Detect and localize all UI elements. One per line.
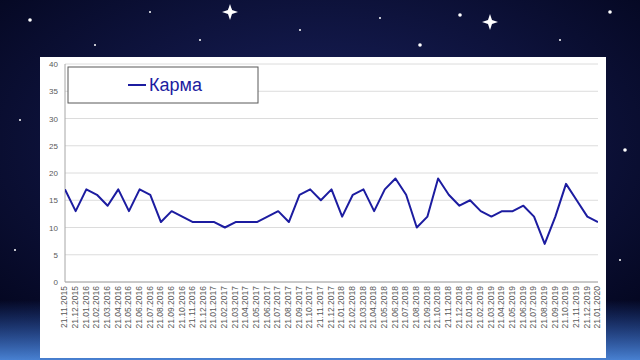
y-tick-label: 15 — [49, 196, 58, 205]
x-tick-label: 21.01.2019 — [464, 286, 474, 329]
background — [0, 0, 640, 360]
chart: 051015202530354021.11.201521.12.201521.0… — [0, 0, 640, 360]
x-tick-label: 21.11.2016 — [187, 286, 197, 328]
x-tick-label: 21.01.2017 — [208, 286, 218, 329]
y-tick-label: 35 — [49, 87, 58, 96]
x-tick-label: 21.05.2019 — [507, 286, 517, 329]
y-axis — [65, 64, 66, 282]
x-tick-label: 21.12.2016 — [198, 286, 208, 329]
y-tick-label: 30 — [49, 115, 58, 124]
x-tick-label: 21.08.2016 — [155, 286, 165, 329]
star — [28, 18, 32, 22]
star — [222, 4, 238, 20]
x-tick-label: 21.04.2018 — [368, 286, 378, 329]
x-tick-label: 21.01.2016 — [81, 286, 91, 329]
x-tick-label: 21.03.2019 — [486, 286, 496, 329]
x-tick-label: 21.08.2017 — [283, 286, 293, 329]
star — [559, 39, 561, 41]
legend-swatch — [128, 84, 146, 86]
x-tick-label: 21.07.2017 — [272, 286, 282, 329]
grid-line — [65, 227, 598, 228]
x-tick-label: 21.01.2020 — [592, 286, 602, 329]
x-tick-label: 21.10.2017 — [304, 286, 314, 329]
x-tick-label: 21.07.2018 — [400, 286, 410, 329]
y-tick-label: 40 — [49, 60, 58, 69]
series-line — [65, 178, 598, 243]
x-tick-label: 21.06.2019 — [518, 286, 528, 329]
root: 051015202530354021.11.201521.12.201521.0… — [0, 0, 640, 360]
x-tick-label: 21.10.2016 — [177, 286, 187, 329]
star — [94, 44, 96, 46]
x-tick-label: 21.12.2017 — [326, 286, 336, 329]
star — [608, 10, 612, 14]
grid-line — [65, 173, 598, 174]
x-tick-label: 21.09.2018 — [422, 286, 432, 329]
legend-label: Карма — [149, 75, 203, 95]
panel — [40, 57, 606, 358]
x-tick-label: 21.01.2018 — [336, 286, 346, 329]
star — [299, 29, 301, 31]
x-tick-label: 21.05.2016 — [123, 286, 133, 329]
x-tick-label: 21.11.2015 — [59, 286, 69, 328]
x-axis — [65, 282, 598, 283]
y-tick-label: 5 — [54, 251, 59, 260]
y-tick-label: 25 — [49, 142, 58, 151]
plot-area — [65, 178, 598, 243]
x-tick-label: 21.08.2019 — [539, 286, 549, 329]
legend-box — [68, 67, 258, 103]
star — [458, 13, 462, 17]
x-tick-label: 21.11.2019 — [571, 286, 581, 328]
x-tick-label: 21.06.2018 — [390, 286, 400, 329]
y-tick-label: 0 — [54, 278, 59, 287]
x-tick-label: 21.06.2017 — [262, 286, 272, 329]
star — [379, 17, 381, 19]
x-tick-label: 21.09.2016 — [166, 286, 176, 329]
x-tick-label: 21.10.2018 — [432, 286, 442, 329]
x-tick-label: 21.07.2019 — [528, 286, 538, 329]
star — [482, 14, 498, 30]
x-tick-label: 21.11.2018 — [443, 286, 453, 328]
x-tick-label: 21.12.2019 — [582, 286, 592, 329]
x-tick-label: 21.02.2017 — [219, 286, 229, 329]
grid-line — [65, 64, 598, 65]
x-tick-label: 21.03.2017 — [230, 286, 240, 329]
x-tick-label: 21.02.2019 — [475, 286, 485, 329]
x-tick-label: 21.02.2018 — [347, 286, 357, 329]
star — [199, 39, 201, 41]
x-tick-label: 21.04.2017 — [240, 286, 250, 329]
grid-line — [65, 200, 598, 201]
legend: Карма — [68, 67, 258, 103]
x-tick-label: 21.10.2019 — [560, 286, 570, 329]
star — [19, 119, 21, 121]
x-tick-label: 21.12.2018 — [454, 286, 464, 329]
x-tick-label: 21.04.2019 — [496, 286, 506, 329]
y-tick-label: 10 — [49, 224, 58, 233]
y-tick-label: 20 — [49, 169, 58, 178]
x-tick-label: 21.09.2019 — [550, 286, 560, 329]
x-tick-label: 21.03.2018 — [358, 286, 368, 329]
x-tick-label: 21.11.2017 — [315, 286, 325, 328]
x-tick-label: 21.09.2017 — [294, 286, 304, 329]
x-tick-label: 21.12.2015 — [70, 286, 80, 329]
grid-line — [65, 118, 598, 119]
x-tick-label: 21.08.2018 — [411, 286, 421, 329]
star — [623, 148, 627, 152]
grid-line — [65, 282, 598, 283]
x-tick-label: 21.07.2016 — [145, 286, 155, 329]
x-tick-label: 21.05.2017 — [251, 286, 261, 329]
star — [619, 259, 621, 261]
grid-line — [65, 254, 598, 255]
star — [149, 11, 151, 13]
x-tick-label: 21.05.2018 — [379, 286, 389, 329]
grid-line — [65, 145, 598, 146]
star — [14, 249, 16, 251]
x-tick-label: 21.02.2016 — [91, 286, 101, 329]
x-tick-label: 21.06.2016 — [134, 286, 144, 329]
star — [418, 43, 422, 47]
x-tick-label: 21.03.2016 — [102, 286, 112, 329]
x-tick-label: 21.04.2016 — [113, 286, 123, 329]
